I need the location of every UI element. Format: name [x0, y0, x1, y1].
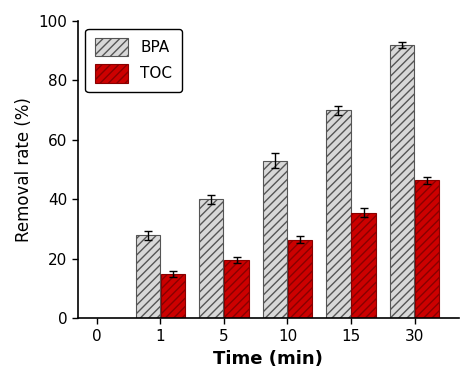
Bar: [352, 213, 375, 318]
Bar: [327, 110, 351, 318]
Bar: [288, 239, 312, 318]
Bar: [415, 180, 439, 318]
Bar: [136, 235, 160, 318]
Bar: [224, 260, 248, 318]
X-axis label: Time (min): Time (min): [213, 350, 323, 368]
Bar: [200, 200, 223, 318]
Y-axis label: Removal rate (%): Removal rate (%): [15, 97, 33, 242]
Bar: [161, 274, 185, 318]
Legend: BPA, TOC: BPA, TOC: [85, 29, 182, 92]
Bar: [263, 161, 287, 318]
Bar: [390, 45, 414, 318]
